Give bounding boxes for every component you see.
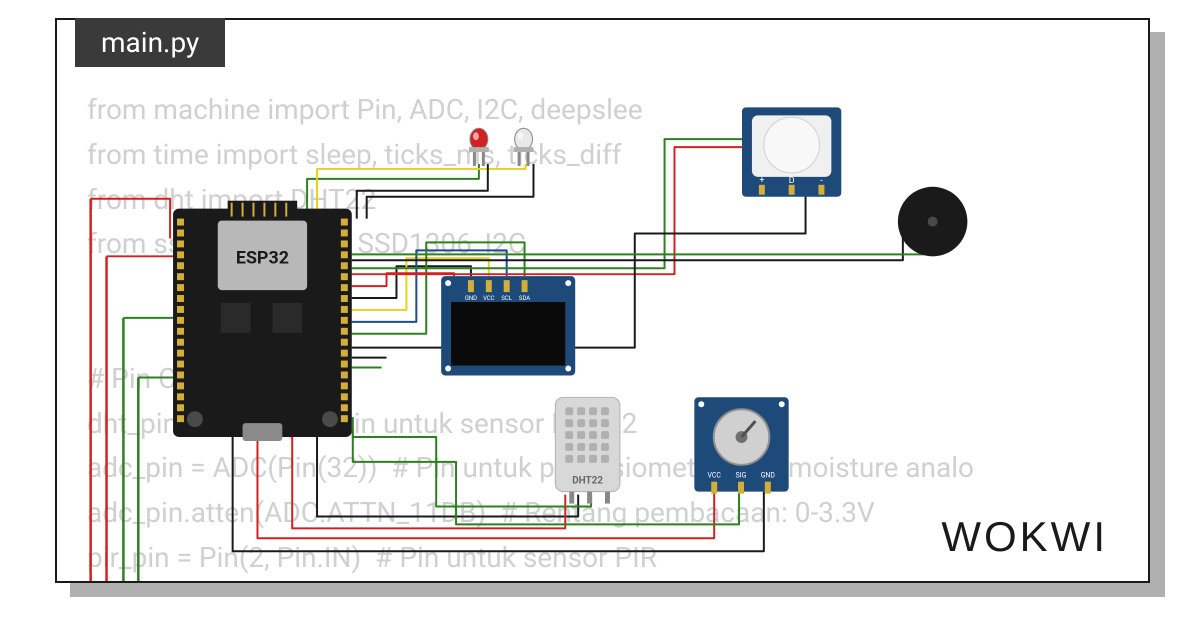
svg-text:D: D (789, 176, 795, 186)
svg-text:GND: GND (465, 295, 477, 302)
brand-logo: WOKWI (941, 513, 1108, 561)
svg-text:GND: GND (761, 472, 776, 480)
svg-text:+: + (759, 176, 764, 186)
circuit-diagram: ESP32GNDVCCSCLSDA+D-DHT22VCCSIGGND (57, 20, 1148, 581)
svg-text:VCC: VCC (708, 472, 722, 480)
file-tab[interactable]: main.py (75, 18, 225, 67)
svg-text:VCC: VCC (483, 295, 495, 302)
card-container: from machine import Pin, ADC, I2C, deeps… (55, 18, 1150, 583)
svg-text:SDA: SDA (519, 295, 530, 302)
svg-text:SIG: SIG (736, 472, 747, 480)
svg-text:ESP32: ESP32 (236, 247, 289, 268)
svg-text:DHT22: DHT22 (572, 476, 603, 487)
svg-text:SCL: SCL (501, 295, 512, 302)
